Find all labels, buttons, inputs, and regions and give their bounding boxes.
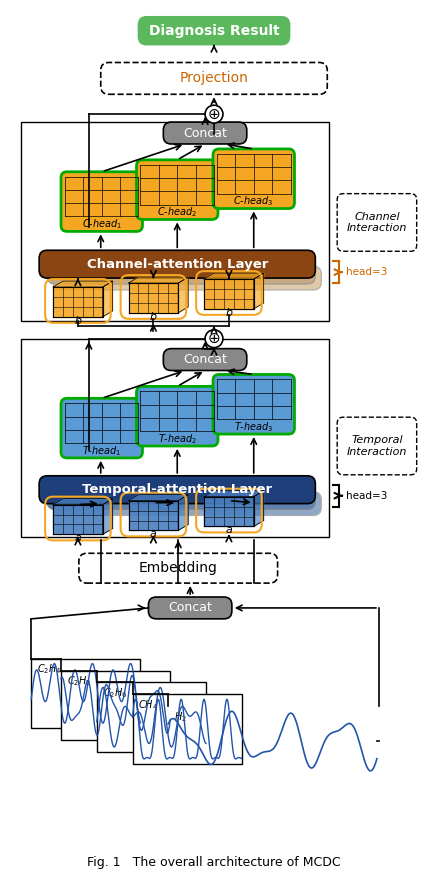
Polygon shape <box>128 495 188 501</box>
FancyBboxPatch shape <box>337 194 417 251</box>
Polygon shape <box>254 490 264 527</box>
Text: Embedding: Embedding <box>139 562 218 575</box>
Polygon shape <box>178 495 188 530</box>
FancyBboxPatch shape <box>61 399 143 458</box>
Text: b: b <box>225 308 232 318</box>
Text: a: a <box>226 525 232 536</box>
FancyBboxPatch shape <box>53 491 321 515</box>
Text: Channel-attention Layer: Channel-attention Layer <box>86 258 268 271</box>
Text: Temporal
Interaction: Temporal Interaction <box>347 435 407 457</box>
FancyBboxPatch shape <box>61 172 143 231</box>
Polygon shape <box>204 497 254 527</box>
FancyBboxPatch shape <box>137 386 218 446</box>
Text: C-head$_3$: C-head$_3$ <box>233 195 274 208</box>
Text: a: a <box>74 533 81 544</box>
Text: T-head$_3$: T-head$_3$ <box>234 420 273 434</box>
FancyBboxPatch shape <box>79 554 278 583</box>
Text: Channel
Interaction: Channel Interaction <box>347 212 407 233</box>
FancyBboxPatch shape <box>213 375 294 434</box>
Polygon shape <box>53 287 103 317</box>
Text: T-head$_2$: T-head$_2$ <box>158 433 197 446</box>
Text: head=3: head=3 <box>346 267 388 277</box>
FancyBboxPatch shape <box>137 160 218 220</box>
Text: Projection: Projection <box>180 71 248 85</box>
Text: T-head$_1$: T-head$_1$ <box>82 444 122 457</box>
Text: Fig. 1   The overall architecture of MCDC: Fig. 1 The overall architecture of MCDC <box>87 856 341 870</box>
Polygon shape <box>53 505 103 534</box>
Text: $H_2$: $H_2$ <box>174 710 187 724</box>
Text: $C_2H_6$: $C_2H_6$ <box>103 686 128 700</box>
Polygon shape <box>53 498 113 505</box>
FancyBboxPatch shape <box>163 122 247 144</box>
Polygon shape <box>254 273 264 309</box>
Bar <box>168 707 377 776</box>
Text: $C_2H_2$: $C_2H_2$ <box>67 675 91 688</box>
Text: $\oplus$: $\oplus$ <box>207 331 221 346</box>
Text: Concat: Concat <box>183 126 227 140</box>
Text: C-head$_1$: C-head$_1$ <box>82 217 122 231</box>
FancyBboxPatch shape <box>39 250 315 278</box>
Polygon shape <box>103 281 113 317</box>
Polygon shape <box>128 501 178 530</box>
FancyBboxPatch shape <box>47 260 315 284</box>
Polygon shape <box>103 498 113 534</box>
Bar <box>61 670 170 740</box>
Text: Diagnosis Result: Diagnosis Result <box>149 24 279 37</box>
FancyBboxPatch shape <box>337 417 417 474</box>
Polygon shape <box>178 277 188 313</box>
Text: Concat: Concat <box>168 602 212 614</box>
Text: head=3: head=3 <box>346 490 388 501</box>
FancyBboxPatch shape <box>47 486 315 510</box>
Text: $CH_4$: $CH_4$ <box>139 699 159 712</box>
Bar <box>133 694 242 764</box>
Polygon shape <box>204 279 254 309</box>
Polygon shape <box>204 490 264 497</box>
Bar <box>31 659 140 728</box>
FancyBboxPatch shape <box>149 597 232 619</box>
FancyBboxPatch shape <box>101 62 327 94</box>
FancyBboxPatch shape <box>163 349 247 370</box>
Text: Temporal-attention Layer: Temporal-attention Layer <box>82 483 272 497</box>
Circle shape <box>205 105 223 123</box>
FancyBboxPatch shape <box>39 476 315 504</box>
Polygon shape <box>128 283 178 313</box>
FancyBboxPatch shape <box>213 149 294 208</box>
Text: $\oplus$: $\oplus$ <box>207 107 221 122</box>
Polygon shape <box>204 273 264 279</box>
Text: C-head$_2$: C-head$_2$ <box>157 206 197 220</box>
Text: Concat: Concat <box>183 353 227 366</box>
Bar <box>21 339 329 538</box>
FancyBboxPatch shape <box>53 266 321 290</box>
Bar <box>97 683 206 752</box>
Polygon shape <box>128 277 188 283</box>
Text: $C_2H_4$: $C_2H_4$ <box>37 662 62 676</box>
Text: b: b <box>150 312 157 322</box>
Text: a: a <box>150 530 157 539</box>
Circle shape <box>205 330 223 348</box>
Polygon shape <box>53 281 113 287</box>
Bar <box>21 122 329 320</box>
FancyBboxPatch shape <box>139 17 289 44</box>
Text: b: b <box>74 316 81 326</box>
